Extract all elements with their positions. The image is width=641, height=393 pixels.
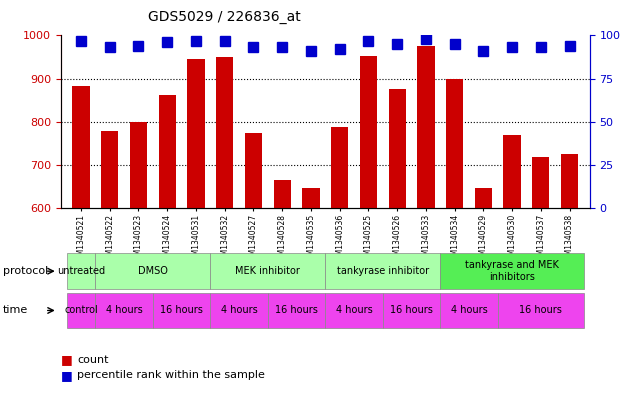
Bar [475, 187, 492, 208]
Bar [72, 86, 90, 208]
Text: 4 hours: 4 hours [336, 305, 372, 316]
Text: 16 hours: 16 hours [160, 305, 203, 316]
Text: GDS5029 / 226836_at: GDS5029 / 226836_at [148, 10, 301, 24]
Text: control: control [64, 305, 98, 316]
Text: tankyrase inhibitor: tankyrase inhibitor [337, 266, 429, 276]
Bar [503, 135, 520, 208]
Text: 4 hours: 4 hours [106, 305, 142, 316]
Bar [303, 187, 320, 208]
Bar [158, 95, 176, 208]
Bar [331, 127, 348, 208]
Bar [274, 180, 291, 208]
Bar [216, 57, 233, 208]
Bar [130, 122, 147, 208]
Text: untreated: untreated [57, 266, 105, 276]
Bar [532, 157, 549, 208]
Text: 16 hours: 16 hours [519, 305, 562, 316]
Bar [417, 46, 435, 208]
Text: 16 hours: 16 hours [390, 305, 433, 316]
Text: ■: ■ [61, 353, 72, 366]
Text: protocol: protocol [3, 266, 49, 276]
Bar [561, 154, 578, 208]
Text: tankyrase and MEK
inhibitors: tankyrase and MEK inhibitors [465, 261, 559, 282]
Text: 4 hours: 4 hours [221, 305, 258, 316]
Text: time: time [3, 305, 28, 316]
Bar [360, 56, 377, 208]
Text: 16 hours: 16 hours [275, 305, 318, 316]
Bar [101, 131, 119, 208]
Text: count: count [77, 354, 108, 365]
Text: ■: ■ [61, 369, 72, 382]
Bar [388, 89, 406, 208]
Text: DMSO: DMSO [138, 266, 168, 276]
Bar [245, 132, 262, 208]
Bar [187, 59, 204, 208]
Text: percentile rank within the sample: percentile rank within the sample [77, 370, 265, 380]
Bar [446, 79, 463, 208]
Text: MEK inhibitor: MEK inhibitor [235, 266, 300, 276]
Text: 4 hours: 4 hours [451, 305, 487, 316]
